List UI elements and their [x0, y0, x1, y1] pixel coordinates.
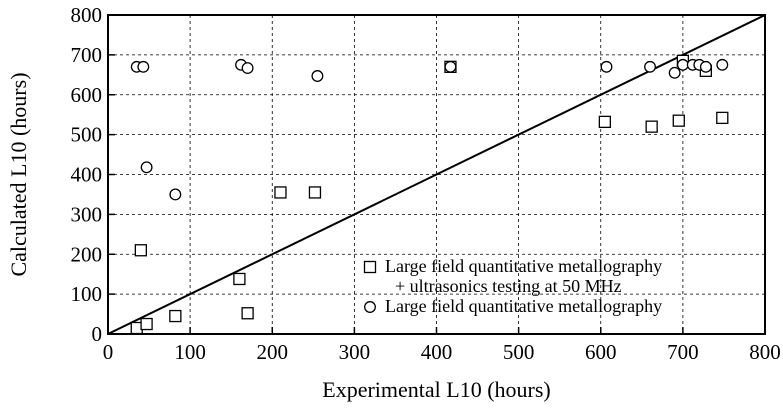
circle-data-point — [140, 161, 153, 174]
x-tick-label: 700 — [667, 340, 699, 364]
square-data-point — [308, 186, 322, 199]
square-data-point — [169, 309, 182, 323]
y-tick-label: 100 — [71, 282, 103, 306]
x-tick-label: 400 — [421, 340, 453, 364]
x-tick-label: 800 — [749, 340, 781, 364]
circle-data-point — [169, 188, 182, 201]
x-tick-label: 300 — [339, 340, 371, 364]
y-tick-label: 500 — [71, 123, 103, 147]
circle-data-point — [241, 62, 254, 74]
x-tick-label: 100 — [174, 340, 206, 364]
circle-data-point — [668, 66, 681, 79]
circle-data-point — [676, 58, 689, 71]
y-tick-label: 0 — [92, 322, 103, 346]
x-tick-label: 200 — [257, 340, 289, 364]
y-tick-label: 200 — [71, 242, 103, 266]
x-axis-label: Experimental L10 (hours) — [322, 377, 551, 402]
square-data-point — [134, 244, 148, 257]
square-data-point — [233, 272, 246, 286]
y-tick-label: 800 — [71, 3, 103, 27]
circle-data-point — [600, 60, 613, 73]
y-tick-label: 700 — [71, 43, 103, 67]
square-data-point — [645, 120, 658, 133]
square-data-point — [140, 317, 153, 331]
x-tick-label: 600 — [585, 340, 617, 364]
y-tick-label: 400 — [71, 163, 103, 187]
legend-square-marker — [363, 260, 377, 274]
y-tick-label: 300 — [71, 202, 103, 226]
circle-data-point — [716, 58, 729, 71]
axis-ticks: 0 100 200 300 400 500 600 700 800 0 100 200 300 400 50… — [71, 3, 781, 364]
y-tick-label: 600 — [71, 83, 103, 107]
y-axis-label: Calculated L10 (hours) — [6, 72, 31, 276]
circle-data-point — [311, 70, 324, 82]
circle-data-point — [137, 60, 150, 73]
x-tick-label: 500 — [503, 340, 535, 364]
x-tick-label: 0 — [103, 340, 114, 364]
legend-entry-text: Large field quantitative metallography — [385, 256, 662, 276]
data-points — [130, 54, 729, 335]
legend-circle-marker — [364, 301, 376, 313]
circle-data-point — [644, 60, 656, 73]
square-data-point — [716, 111, 729, 125]
legend-entry-text: + ultrasonics testing at 50 MHz — [395, 276, 622, 296]
grid-lines — [108, 15, 765, 334]
square-data-point — [274, 186, 287, 199]
square-data-point — [241, 307, 254, 320]
circle-data-point — [699, 60, 712, 73]
square-data-point — [598, 115, 612, 129]
circle-data-point — [444, 60, 457, 73]
legend: Large field quantitative metallography+ … — [363, 256, 662, 316]
square-data-point — [672, 114, 685, 127]
legend-entry-text: Large field quantitative metallography — [385, 296, 662, 316]
